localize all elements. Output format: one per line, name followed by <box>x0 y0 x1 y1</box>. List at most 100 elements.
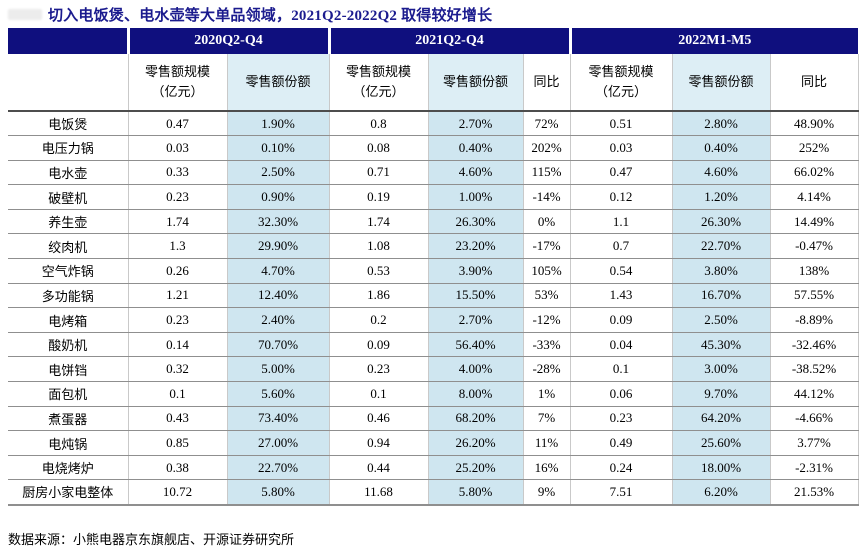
cell: 73.40% <box>226 406 330 432</box>
table-head: 2020Q2-Q4 2021Q2-Q4 2022M1-M5 零售额规模 （亿元） 零售额… <box>8 28 859 112</box>
cell: 1.21 <box>127 283 227 309</box>
title-row: 切入电饭煲、电水壶等大单品领域，2021Q2-2022Q2 取得较好增长 <box>8 3 862 25</box>
cell: 0.09 <box>328 332 429 358</box>
row-label: 绞肉机 <box>8 233 128 260</box>
cell: 0.46 <box>328 406 429 432</box>
cell: 105% <box>522 258 571 284</box>
table-row: 电烤箱 0.23 2.40% 0.2 2.70% -12% 0.09 2.50% -8.89% <box>8 307 859 333</box>
cell: -4.66% <box>769 406 859 432</box>
cell: 3.77% <box>769 430 859 456</box>
cell: 45.30% <box>671 332 771 358</box>
subheader-col-2-2: 同比 <box>769 54 859 112</box>
cell: 7.51 <box>569 479 673 506</box>
cell: 0.23 <box>328 356 429 383</box>
subheader-col-0-1: 零售额份额 <box>226 54 330 112</box>
cell: 1.08 <box>328 233 429 260</box>
cell: 1.20% <box>671 184 771 210</box>
cell: 2.50% <box>671 307 771 333</box>
table-row: 多功能锅 1.21 12.40% 1.86 15.50% 53% 1.43 16.70% 57.… <box>8 283 859 309</box>
cell: 22.70% <box>671 233 771 260</box>
column-group-0: 2020Q2-Q4 <box>126 28 330 54</box>
cell: 1.74 <box>328 209 429 235</box>
cell: 0.03 <box>127 135 227 161</box>
cell: 1.1 <box>569 209 673 235</box>
cell: -38.52% <box>769 356 859 383</box>
cell: 5.60% <box>226 381 330 407</box>
subheader-row: 零售额规模 （亿元） 零售额份额 零售额规模 （亿元） 零售额份额 同比 零售额规模 （亿元）零… <box>8 54 859 112</box>
cell: 26.30% <box>427 209 524 235</box>
cell: 22.70% <box>226 455 330 481</box>
table-row: 电饼铛 0.32 5.00% 0.23 4.00% -28% 0.1 3.00% -38.52% <box>8 356 859 383</box>
table-body: 电饭煲 0.47 1.90% 0.8 2.70% 72% 0.51 2.80% 48.90% 电压… <box>8 111 859 506</box>
cell: 0.23 <box>127 307 227 333</box>
cell: 44.12% <box>769 381 859 407</box>
cell: 72% <box>522 111 571 137</box>
cell: 23.20% <box>427 233 524 260</box>
cell: 0.26 <box>127 258 227 284</box>
row-label: 电水壶 <box>8 160 128 186</box>
cell: 2.70% <box>427 111 524 137</box>
row-label: 电烤箱 <box>8 307 128 333</box>
cell: 64.20% <box>671 406 771 432</box>
cell: 0.1 <box>127 381 227 407</box>
cell: 26.30% <box>671 209 771 235</box>
cell: 6.20% <box>671 479 771 506</box>
cell: 5.00% <box>226 356 330 383</box>
row-label: 电压力锅 <box>8 135 128 161</box>
cell: 0.47 <box>569 160 673 186</box>
cell: 0.1 <box>328 381 429 407</box>
subheader-col-0-0: 零售额规模 （亿元） <box>127 54 227 112</box>
table-row: 电水壶 0.33 2.50% 0.71 4.60% 115% 0.47 4.60% 66.02% <box>8 160 859 186</box>
data-table: 2020Q2-Q4 2021Q2-Q4 2022M1-M5 零售额规模 （亿元） 零售额… <box>8 28 859 506</box>
cell: 0.24 <box>569 455 673 481</box>
cell: 0.33 <box>127 160 227 186</box>
cell: 25.20% <box>427 455 524 481</box>
cell: 7% <box>522 406 571 432</box>
cell: 10.72 <box>127 479 227 506</box>
cell: 0.32 <box>127 356 227 383</box>
cell: 0.14 <box>127 332 227 358</box>
cell: 14.49% <box>769 209 859 235</box>
row-label: 电炖锅 <box>8 430 128 456</box>
cell: 1.00% <box>427 184 524 210</box>
cell: 138% <box>769 258 859 284</box>
table-row: 破壁机 0.23 0.90% 0.19 1.00% -14% 0.12 1.20% 4.14% <box>8 184 859 210</box>
cell: 3.00% <box>671 356 771 383</box>
cell: 2.50% <box>226 160 330 186</box>
subheader-col-2-0: 零售额规模 （亿元） <box>569 54 673 112</box>
cell: 1.3 <box>127 233 227 260</box>
cell: 68.20% <box>427 406 524 432</box>
cell: 4.70% <box>226 258 330 284</box>
row-label: 电饼铛 <box>8 356 128 383</box>
cell: 56.40% <box>427 332 524 358</box>
cell: 32.30% <box>226 209 330 235</box>
cell: 0.19 <box>328 184 429 210</box>
cell: -2.31% <box>769 455 859 481</box>
table-row: 电饭煲 0.47 1.90% 0.8 2.70% 72% 0.51 2.80% 48.90% <box>8 111 859 137</box>
cell: 0.53 <box>328 258 429 284</box>
data-source-note: 数据来源：小熊电器京东旗舰店、开源证券研究所 <box>8 532 295 547</box>
row-label: 面包机 <box>8 381 128 407</box>
cell: 0.49 <box>569 430 673 456</box>
subheader-col-1-2: 同比 <box>522 54 571 112</box>
cell: 0.09 <box>569 307 673 333</box>
cell: 0.10% <box>226 135 330 161</box>
table-row: 电压力锅 0.03 0.10% 0.08 0.40% 202% 0.03 0.40% 252% <box>8 135 859 161</box>
cell: 12.40% <box>226 283 330 309</box>
cell: 4.60% <box>671 160 771 186</box>
row-label: 厨房小家电整体 <box>8 479 128 506</box>
cell: 0.44 <box>328 455 429 481</box>
subheader-col-1-1: 零售额份额 <box>427 54 524 112</box>
subheader-col-2-1: 零售额份额 <box>671 54 771 112</box>
table-row: 酸奶机 0.14 70.70% 0.09 56.40% -33% 0.04 45.30% -32… <box>8 332 859 358</box>
cell: 0.71 <box>328 160 429 186</box>
cell: 8.00% <box>427 381 524 407</box>
row-label: 空气炸锅 <box>8 258 128 284</box>
cell: 26.20% <box>427 430 524 456</box>
cell: 16% <box>522 455 571 481</box>
cell: 2.80% <box>671 111 771 137</box>
cell: 5.80% <box>226 479 330 506</box>
table-row: 绞肉机 1.3 29.90% 1.08 23.20% -17% 0.7 22.70% -0.47… <box>8 233 859 260</box>
cell: 2.40% <box>226 307 330 333</box>
